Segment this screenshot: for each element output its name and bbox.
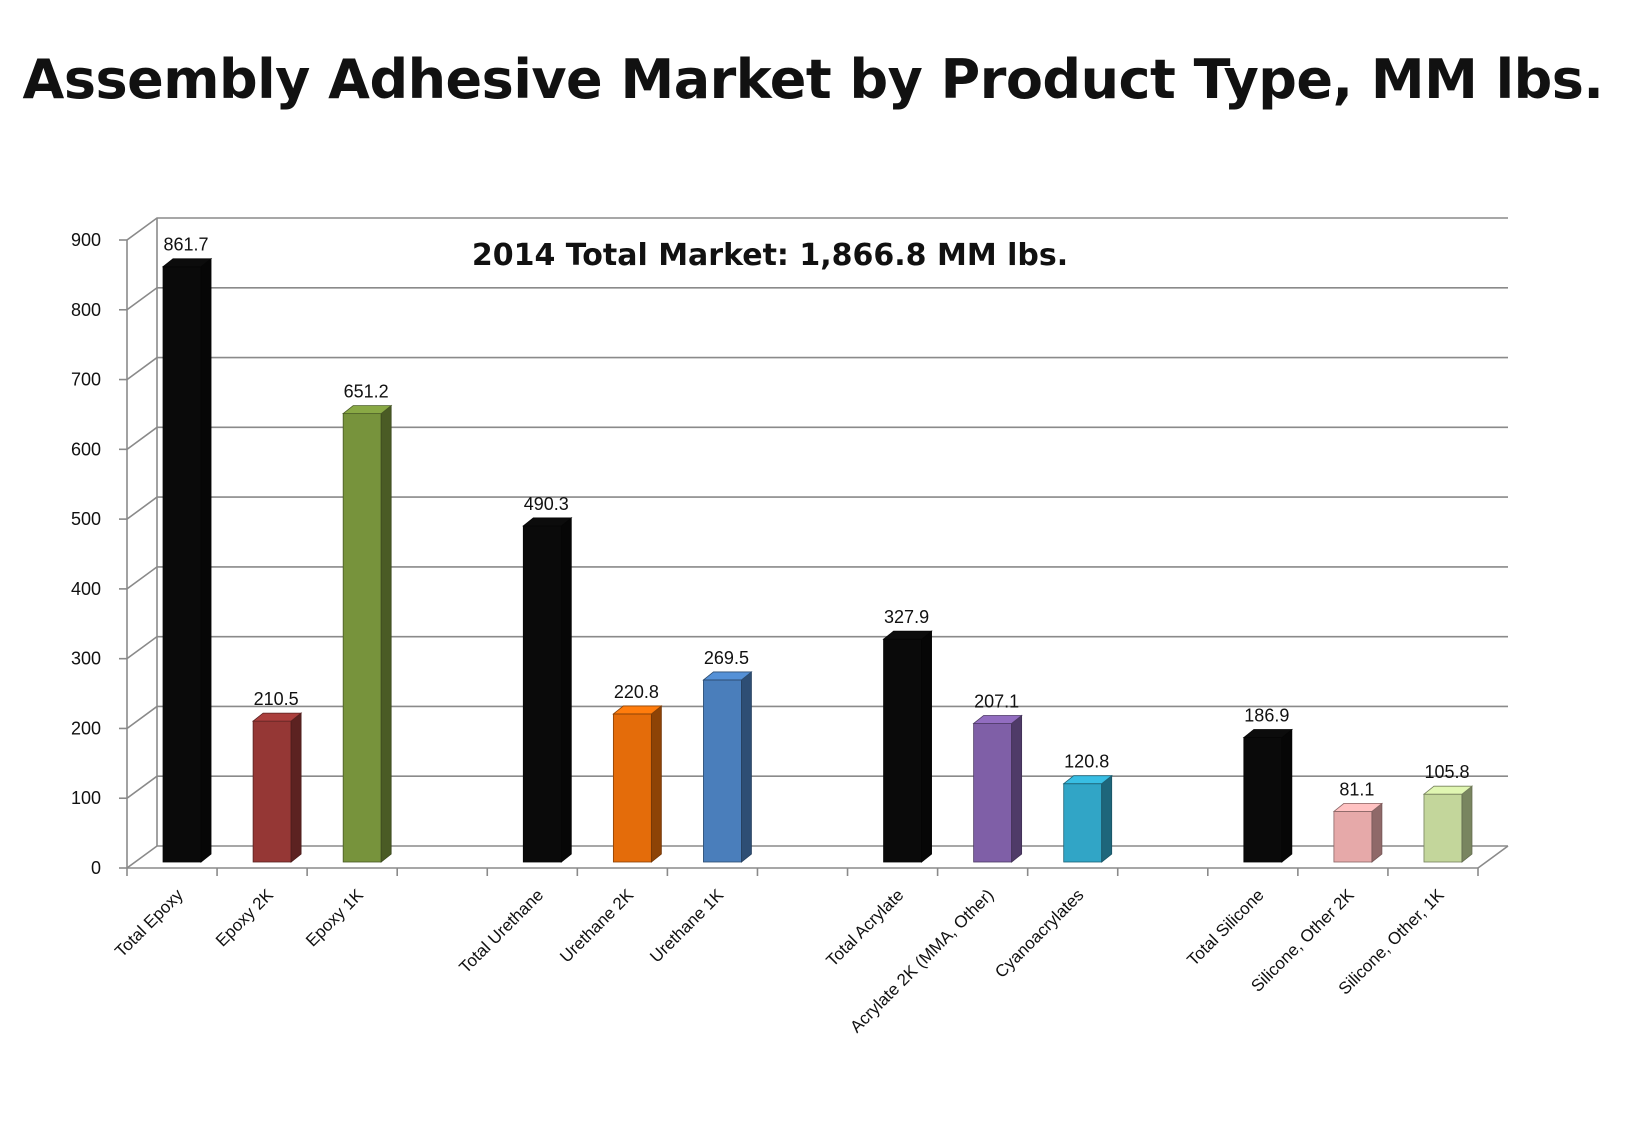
bar: [703, 679, 742, 863]
gridline: [126, 705, 1508, 730]
chart-title: Assembly Adhesive Market by Product Type…: [22, 48, 1604, 111]
bar: [1333, 811, 1373, 863]
bar: [1423, 793, 1463, 863]
x-tick-label: Total Urethane: [456, 885, 548, 977]
bar-top: [1242, 729, 1293, 738]
bar-top: [882, 630, 933, 640]
x-tick-label: Epoxy 1K: [302, 885, 367, 950]
y-tick-label: 700: [71, 370, 101, 390]
data-label: 105.8: [1424, 762, 1469, 782]
data-label: 81.1: [1339, 779, 1374, 799]
y-tick-label: 900: [71, 230, 101, 250]
gridline: [126, 426, 1508, 450]
bar-top: [522, 517, 573, 527]
data-label: 269.5: [704, 648, 749, 668]
data-label: 490.3: [524, 494, 569, 514]
bar-side: [380, 404, 392, 863]
bar-side: [741, 671, 752, 863]
labels: 0 100 200 300 400 500 600 700 800 900 Total Epoxy 8…: [71, 230, 1470, 1036]
bar-side: [1371, 802, 1383, 863]
y-tick-label: 600: [71, 439, 101, 459]
bar-top: [972, 715, 1023, 724]
bars: [161, 257, 1474, 863]
bar: [612, 713, 652, 863]
data-label: 327.9: [884, 607, 929, 627]
gridline: [126, 217, 1508, 241]
bar: [252, 720, 292, 863]
bar-top: [251, 712, 303, 722]
gridline: [126, 286, 1508, 311]
bar-top: [612, 705, 663, 715]
data-label: 210.5: [254, 689, 299, 709]
bar-side: [921, 630, 932, 863]
gridline: [126, 775, 1508, 799]
x-tick-label: Total Epoxy: [111, 885, 187, 961]
gridline: [126, 496, 1508, 520]
bar-side: [1281, 728, 1293, 863]
y-tick-label: 0: [91, 858, 101, 878]
bar: [522, 525, 562, 863]
bar-side: [560, 517, 572, 863]
gridline: [126, 356, 1508, 381]
gridline: [126, 566, 1508, 590]
y-tick-label: 400: [71, 579, 101, 599]
y-tick-label: 300: [71, 649, 101, 669]
data-label: 861.7: [164, 235, 209, 255]
bar-top: [1062, 775, 1113, 785]
y-tick-label: 100: [71, 788, 101, 808]
total-market-annotation: 2014 Total Market: 1,866.8 MM lbs.: [472, 238, 1068, 273]
bar-top: [342, 405, 393, 415]
bar: [973, 723, 1013, 863]
gridline: [126, 845, 1508, 869]
data-label: 651.2: [344, 382, 389, 402]
data-label: 220.8: [614, 682, 659, 702]
bar: [883, 638, 922, 863]
x-tick-label: Urethane 1K: [646, 885, 727, 966]
bar-side: [1461, 785, 1473, 863]
bar-top: [1332, 803, 1384, 812]
bar-side: [1011, 714, 1023, 863]
data-label: 120.8: [1064, 752, 1109, 772]
bar-side: [1101, 774, 1113, 863]
axes: [119, 218, 1509, 876]
bar-top: [702, 671, 753, 681]
x-tick-label: Total Silicone: [1183, 885, 1267, 969]
bar-side: [650, 705, 662, 863]
bar: [1063, 783, 1103, 863]
x-tick-label: Urethane 2K: [556, 885, 637, 966]
y-tick-label: 500: [71, 509, 101, 529]
bar-top: [1422, 785, 1474, 795]
x-tick-label: Epoxy 2K: [212, 885, 277, 950]
bar: [1243, 737, 1283, 863]
floor-side-line: [1477, 845, 1509, 869]
bar: [162, 266, 202, 863]
x-tick-label: Cyanoacrylates: [991, 885, 1087, 981]
bar-side: [200, 257, 212, 863]
bar-side: [290, 712, 302, 863]
bar: [342, 413, 382, 863]
gridlines: [126, 217, 1508, 869]
y-tick-label: 200: [71, 718, 101, 738]
data-label: 186.9: [1244, 706, 1289, 726]
y-tick-label: 800: [71, 300, 101, 320]
x-tick-label: Total Acrylate: [822, 885, 907, 970]
bar-top: [161, 258, 213, 268]
gridline: [126, 635, 1508, 660]
data-label: 207.1: [974, 691, 1019, 711]
x-tick-label: Acrylate 2K (MMA, Other): [846, 885, 997, 1036]
